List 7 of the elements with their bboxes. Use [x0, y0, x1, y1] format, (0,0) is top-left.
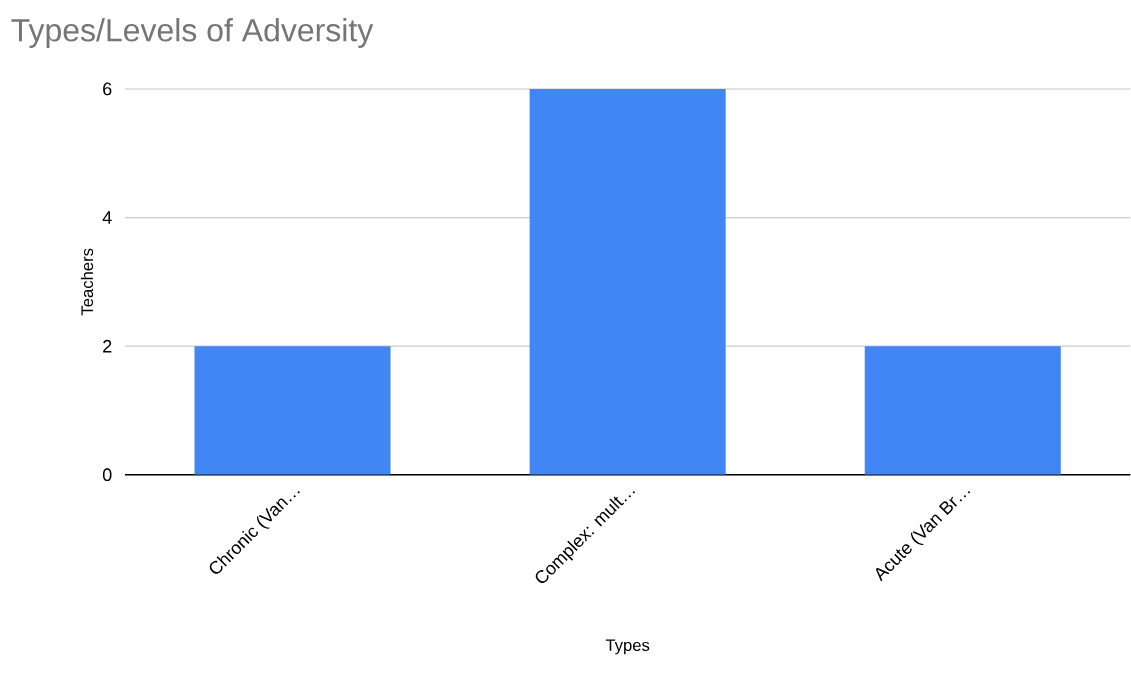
y-axis-title: Teachers	[80, 248, 94, 316]
y-tick-label: 6	[103, 82, 112, 96]
y-tick-label: 4	[102, 211, 112, 224]
y-tick-label: 2	[103, 340, 112, 353]
chart-title: Types/Levels of Adversity	[11, 18, 374, 49]
y-tick-label: 0	[102, 468, 112, 482]
x-axis-title: Types	[605, 639, 650, 655]
